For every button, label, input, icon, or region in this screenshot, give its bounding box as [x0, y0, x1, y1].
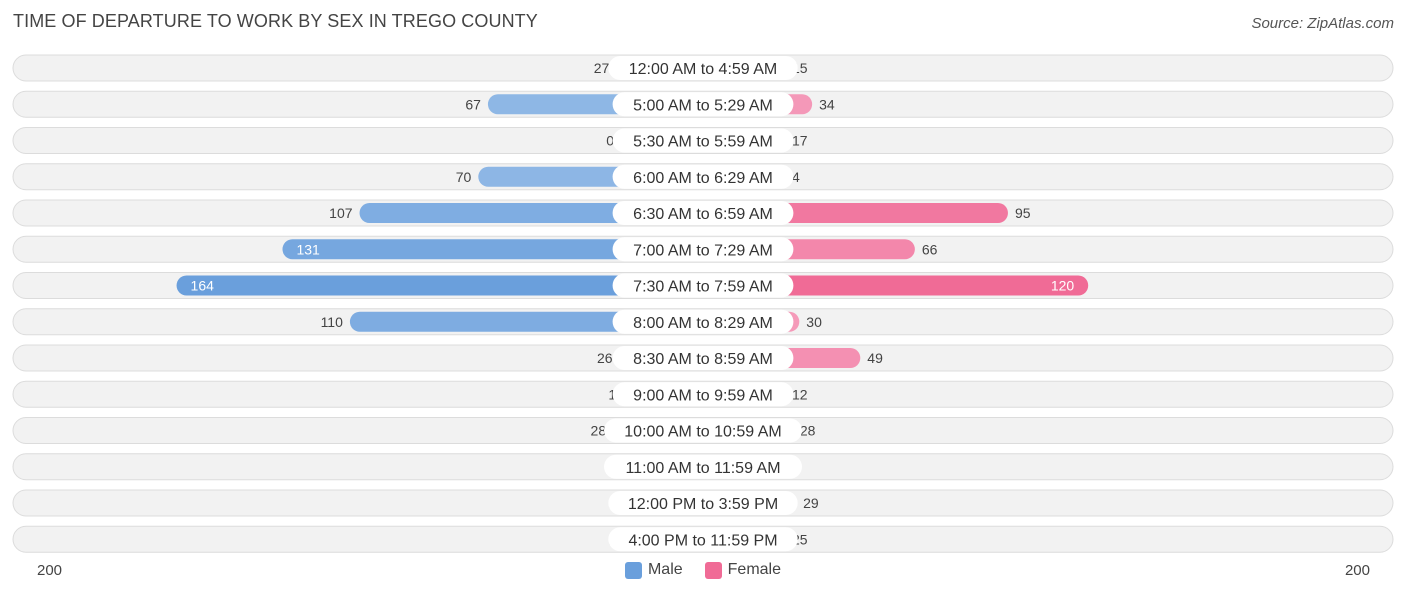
bar-female [703, 275, 1089, 296]
value-label-male: 28 [591, 423, 607, 439]
axis-right-label: 200 [1344, 562, 1370, 579]
bar-male [176, 275, 703, 296]
category-label-background [604, 418, 802, 443]
category-label: 10:00 AM to 10:59 AM [624, 424, 781, 441]
category-label-background [612, 201, 794, 225]
chart-row: 107 95 6:30 AM to 6:59 AM [12, 199, 1394, 227]
value-label-male: 27 [594, 60, 610, 76]
value-label-female: 66 [922, 241, 938, 257]
chart-row: 26 49 8:30 AM to 8:59 AM [12, 344, 1394, 372]
chart-row: 67 34 5:00 AM to 5:29 AM [12, 90, 1394, 118]
category-label-background [612, 164, 794, 189]
value-label-female: 29 [803, 495, 819, 511]
chart-row: 28 28 10:00 AM to 10:59 AM [12, 417, 1394, 444]
legend-swatch-male [624, 561, 642, 579]
category-label: 7:30 AM to 7:59 AM [633, 279, 773, 296]
axis-left-label: 200 [37, 562, 63, 579]
category-label: 6:00 AM to 6:29 AM [633, 170, 773, 187]
category-label-background [612, 382, 794, 407]
chart-row: 70 4 6:00 AM to 6:29 AM [12, 163, 1394, 191]
legend-label-female: Female [727, 561, 782, 578]
chart-row: 0 17 5:30 AM to 5:59 AM [12, 127, 1394, 154]
chart-row: 164 120 7:30 AM to 7:59 AM [12, 272, 1394, 299]
chart-row: 131 66 7:00 AM to 7:29 AM [12, 235, 1394, 263]
category-label: 9:00 AM to 9:59 AM [633, 387, 773, 404]
category-label: 8:30 AM to 8:59 AM [633, 351, 773, 368]
value-label-female: 4 [792, 169, 800, 185]
category-label: 4:00 PM to 11:59 PM [628, 532, 777, 549]
bar-male [282, 239, 703, 260]
value-label-female: 30 [806, 314, 822, 330]
chart-row: 110 30 8:00 AM to 8:29 AM [12, 308, 1394, 336]
value-label-male: 110 [321, 314, 344, 330]
category-label-background [612, 273, 794, 298]
value-label-male: 26 [597, 350, 613, 366]
chart-title: TIME OF DEPARTURE TO WORK BY SEX IN TREG… [13, 11, 538, 31]
chart-row: 19129:00 AM to 9:59 AM [12, 380, 1394, 408]
category-label: 12:00 PM to 3:59 PM [628, 496, 778, 513]
value-label-female: 17 [792, 133, 808, 149]
category-label: 11:00 AM to 11:59 AM [625, 460, 780, 477]
value-label-male: 0 [606, 133, 614, 149]
category-label: 5:30 AM to 5:59 AM [633, 134, 773, 151]
value-label-female: 34 [819, 96, 835, 112]
category-label-background [608, 56, 798, 80]
chart-row: 0411:00 AM to 11:59 AM [12, 453, 1394, 481]
chart-row: 102912:00 PM to 3:59 PM [12, 489, 1394, 517]
value-label-male: 164 [191, 278, 215, 294]
legend: Male Female [0, 561, 1406, 579]
category-label-background [604, 454, 802, 479]
value-label-male: 131 [296, 241, 320, 257]
category-label-background [608, 491, 798, 515]
legend-swatch-female [704, 561, 722, 579]
chart-source: Source: ZipAtlas.com [1251, 15, 1394, 32]
category-label: 12:00 AM to 4:59 AM [629, 61, 778, 78]
value-label-male: 67 [465, 96, 481, 112]
value-label-female: 12 [792, 386, 808, 402]
category-label-background [608, 527, 798, 552]
value-label-female: 28 [800, 423, 816, 439]
value-label-female: 49 [867, 350, 883, 366]
category-label-background [612, 128, 794, 153]
category-label-background [612, 92, 794, 117]
legend-item-male[interactable]: Male [624, 561, 683, 579]
category-label: 8:00 AM to 8:29 AM [633, 315, 773, 332]
chart-row: 12254:00 PM to 11:59 PM [12, 525, 1394, 553]
value-label-male: 70 [456, 169, 472, 185]
value-label-female: 120 [1051, 278, 1075, 294]
category-label: 6:30 AM to 6:59 AM [633, 206, 773, 223]
value-label-female: 95 [1015, 205, 1031, 221]
category-label-background [612, 346, 794, 370]
category-label: 7:00 AM to 7:29 AM [633, 242, 773, 259]
category-label: 5:00 AM to 5:29 AM [633, 97, 773, 114]
category-label-background [612, 237, 794, 262]
legend-item-female[interactable]: Female [704, 561, 782, 579]
category-label-background [612, 309, 794, 334]
legend-label-male: Male [647, 561, 683, 578]
value-label-male: 107 [329, 205, 353, 221]
